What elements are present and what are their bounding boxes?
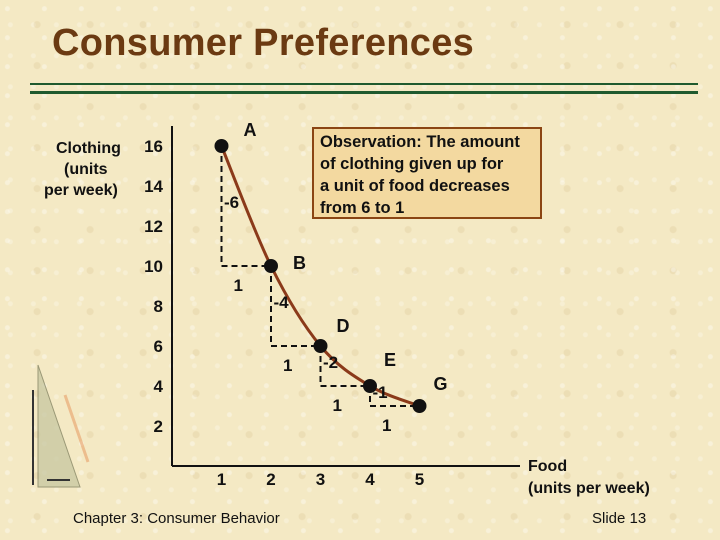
data-point-e: [363, 379, 377, 393]
footer-slide-number: Slide 13: [592, 510, 647, 527]
observation-line: of clothing given up for: [320, 155, 504, 173]
observation-line: Observation: The amount: [320, 133, 520, 151]
observation-callout: Observation: The amount of clothing give…: [312, 127, 542, 219]
y-tick-label: 14: [144, 177, 163, 196]
point-label-g: G: [434, 374, 448, 394]
step-dx-label: 1: [234, 276, 243, 295]
step-dy-label: -2: [323, 353, 338, 372]
y-tick-label: 6: [154, 337, 163, 356]
x-tick-label: 2: [266, 470, 275, 489]
point-label-d: D: [337, 316, 350, 336]
step-dy-label: -4: [273, 293, 289, 312]
point-label-e: E: [384, 350, 396, 370]
data-point-b: [264, 259, 278, 273]
observation-line: a unit of food decreases: [320, 177, 510, 195]
x-tick-label: 4: [365, 470, 375, 489]
footer-chapter: Chapter 3: Consumer Behavior: [73, 510, 280, 527]
step-dx-label: 1: [283, 356, 292, 375]
title-rule-thick: [30, 91, 698, 94]
point-label-a: A: [244, 120, 257, 140]
title-rule-thin: [30, 83, 698, 85]
data-point-a: [214, 139, 229, 153]
step-dx-label: 1: [382, 416, 391, 435]
slide-title: Consumer Preferences: [52, 22, 475, 64]
x-tick-label: 5: [415, 470, 424, 489]
data-point-g: [412, 399, 427, 413]
y-tick-label: 10: [144, 257, 163, 276]
step-dx-label: 1: [333, 396, 342, 415]
y-axis-label: Clothing (units per week): [44, 138, 136, 201]
x-tick-label: 1: [217, 470, 226, 489]
indifference-curve: [220, 145, 421, 408]
observation-line: from 6 to 1: [320, 199, 405, 217]
y-tick-label: 8: [154, 297, 163, 316]
point-label-b: B: [293, 253, 306, 273]
pencil-decoration: [63, 394, 90, 463]
y-tick-label: 4: [154, 377, 164, 396]
step-dy-label: -6: [224, 193, 239, 212]
y-axis-label-line: (units: [64, 161, 108, 178]
y-tick-label: 2: [154, 417, 163, 436]
data-point-d: [313, 339, 328, 353]
y-tick-label: 12: [144, 217, 163, 236]
triangle-decoration: [37, 364, 81, 488]
y-axis-label-line: Clothing: [56, 140, 121, 157]
y-axis-label-line: per week): [44, 182, 118, 199]
y-tick-label: 16: [144, 137, 163, 156]
x-tick-label: 3: [316, 470, 325, 489]
